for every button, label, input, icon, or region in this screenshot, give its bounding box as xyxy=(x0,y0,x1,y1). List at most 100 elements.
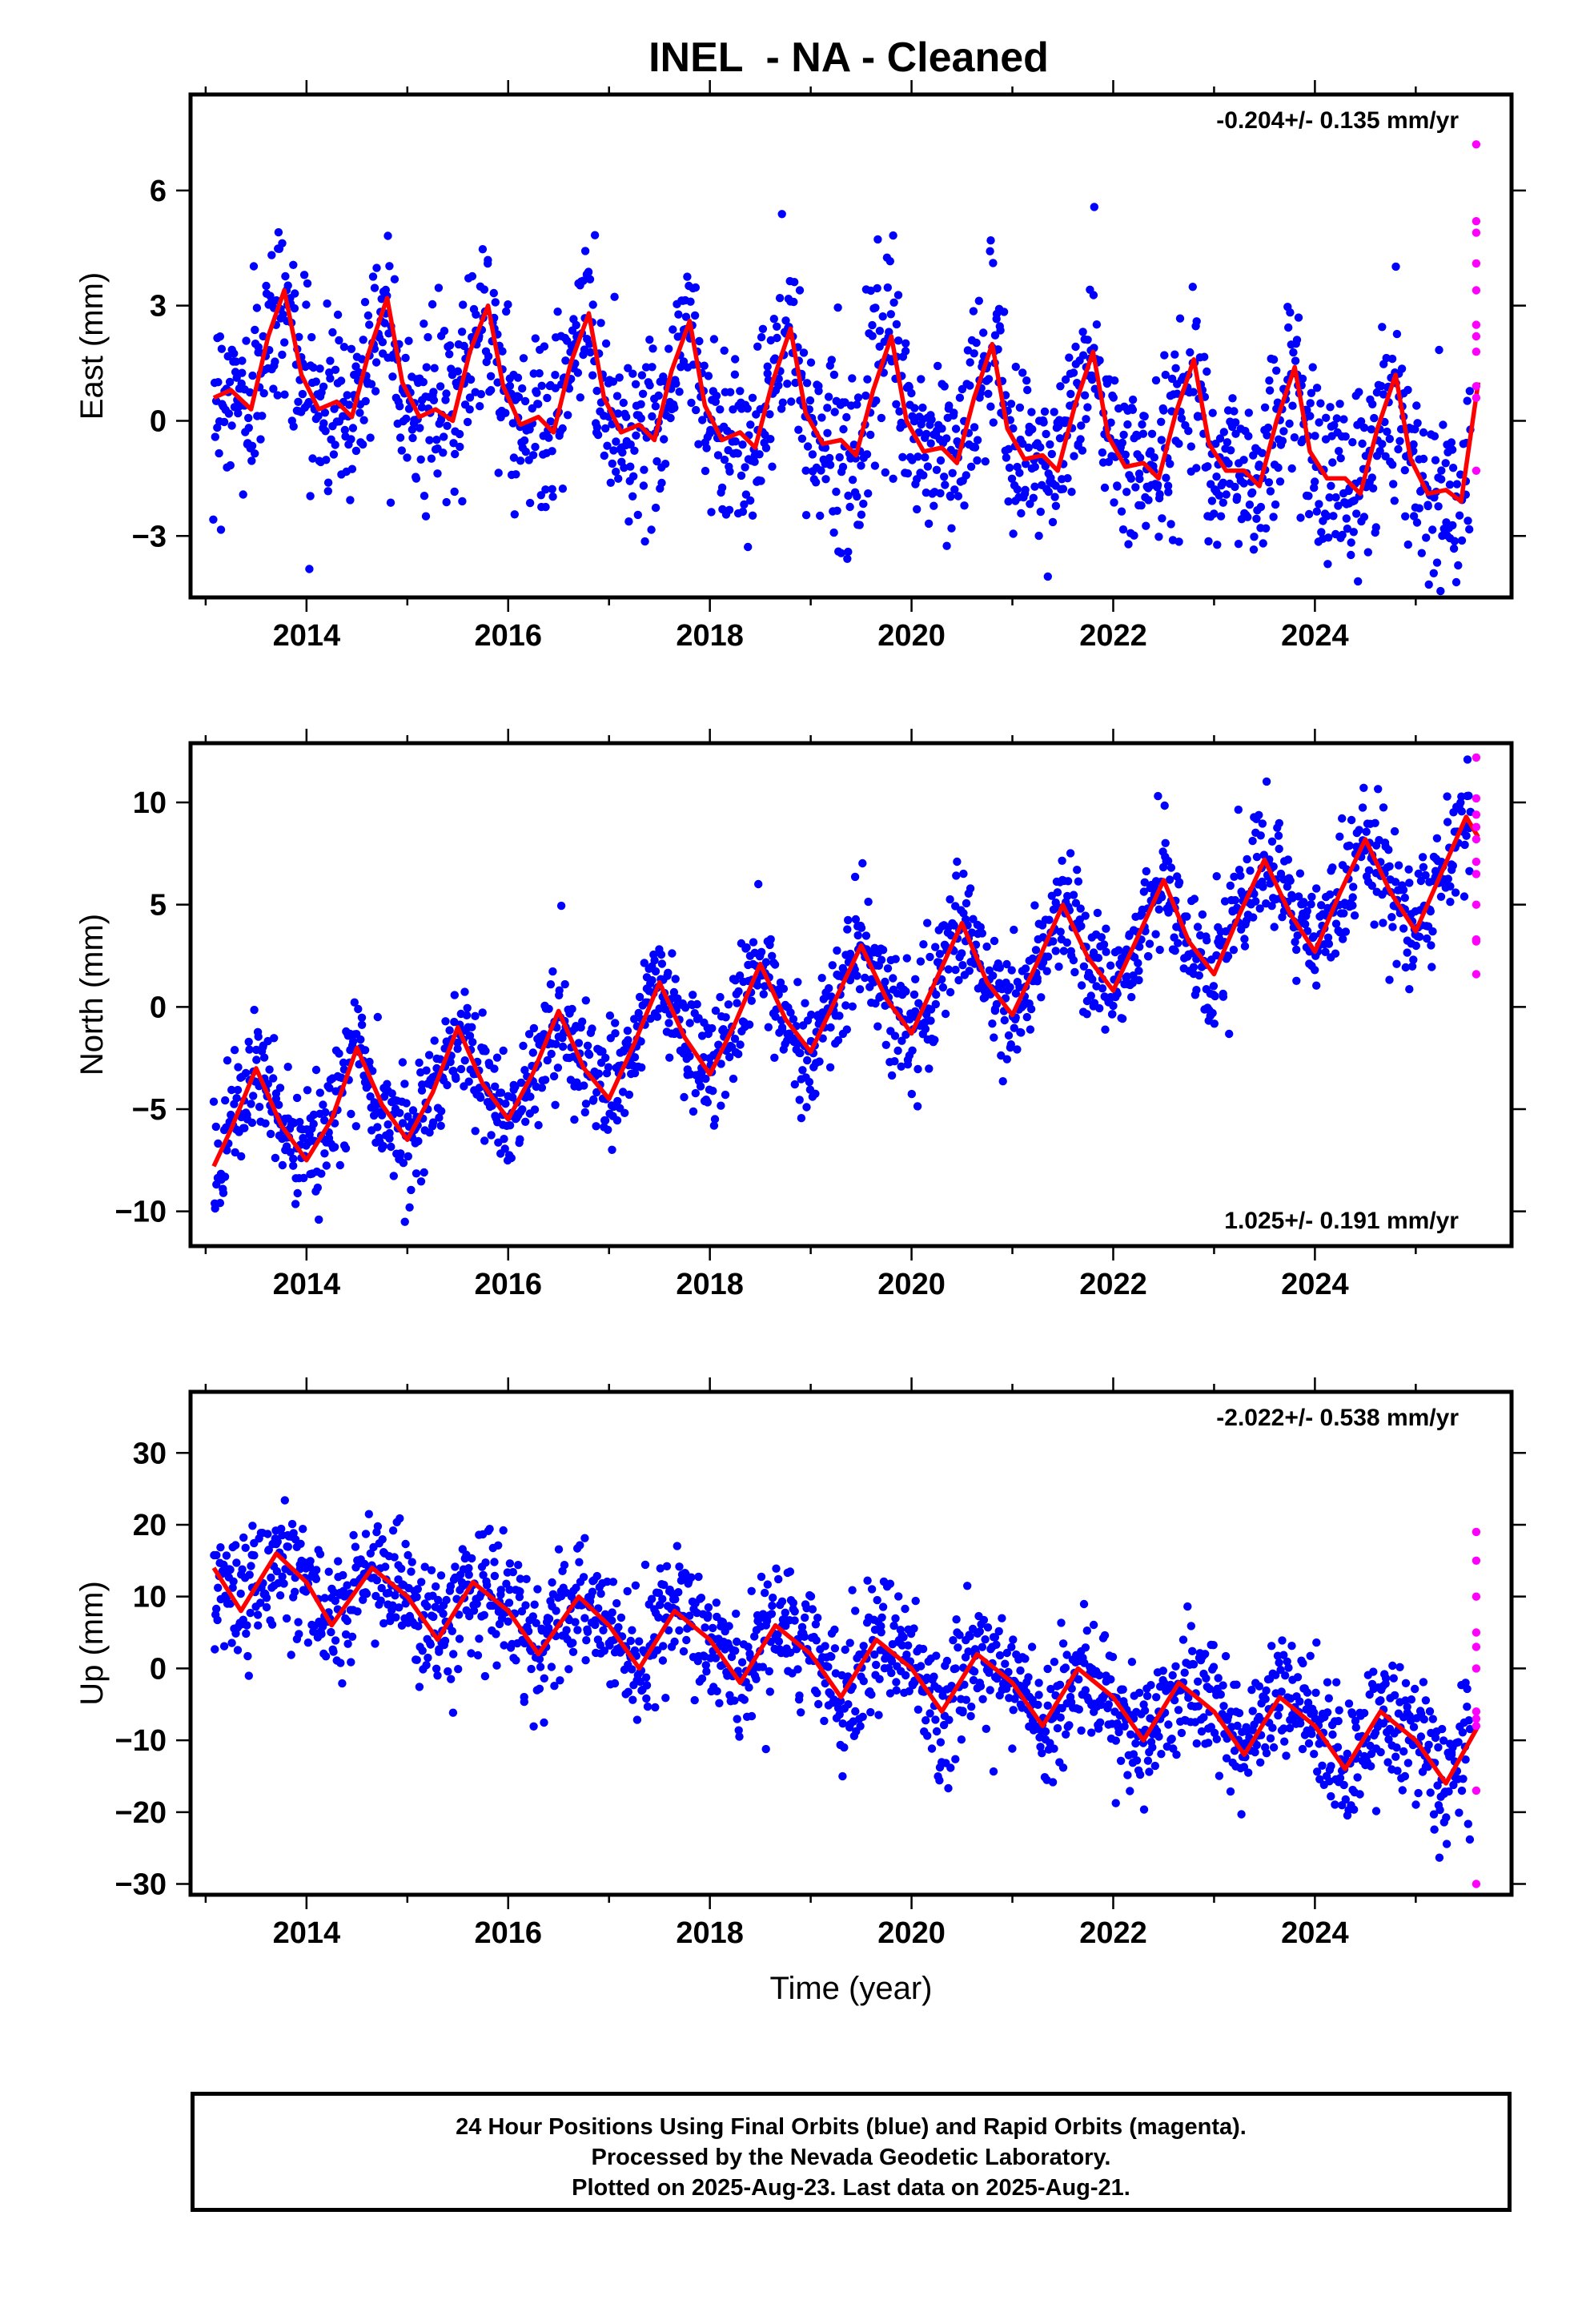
final-orbit-point xyxy=(1100,1630,1110,1640)
final-orbit-point xyxy=(1456,798,1465,807)
final-orbit-point xyxy=(918,1644,928,1654)
final-orbit-point xyxy=(951,1664,960,1673)
final-orbit-point xyxy=(271,357,279,366)
final-orbit-point xyxy=(1083,336,1092,344)
final-orbit-point xyxy=(1324,533,1333,542)
final-orbit-point xyxy=(955,1630,964,1639)
final-orbit-point xyxy=(407,1185,416,1195)
final-orbit-point xyxy=(385,262,394,271)
final-orbit-point xyxy=(1208,408,1217,417)
final-orbit-point xyxy=(580,247,590,255)
final-orbit-point xyxy=(1135,943,1144,951)
rapid-orbit-point xyxy=(1472,259,1481,268)
final-orbit-point xyxy=(500,1144,509,1153)
final-orbit-point xyxy=(299,1525,307,1534)
final-orbit-point xyxy=(408,1106,418,1115)
final-orbit-point xyxy=(480,1136,489,1145)
final-orbit-point xyxy=(377,1583,386,1593)
final-orbit-point xyxy=(251,449,259,458)
x-tick-label: 2024 xyxy=(1281,1268,1349,1301)
final-orbit-point xyxy=(287,1651,295,1659)
final-orbit-point xyxy=(1143,1756,1153,1765)
final-orbit-point xyxy=(1154,905,1163,914)
final-orbit-point xyxy=(611,1029,620,1038)
final-orbit-point xyxy=(373,1123,382,1132)
final-orbit-point xyxy=(1465,387,1475,396)
final-orbit-point xyxy=(665,1053,674,1062)
final-orbit-point xyxy=(580,1081,588,1090)
final-orbit-point xyxy=(1335,447,1343,456)
final-orbit-point xyxy=(801,1613,809,1622)
final-orbit-point xyxy=(1058,856,1066,866)
final-orbit-point xyxy=(1379,390,1388,399)
final-orbit-point xyxy=(1312,507,1322,516)
final-orbit-point xyxy=(555,986,564,995)
final-orbit-point xyxy=(1183,1602,1192,1611)
final-orbit-point xyxy=(1463,396,1472,405)
final-orbit-point xyxy=(1269,513,1278,521)
final-orbit-point xyxy=(322,1161,331,1170)
final-orbit-point xyxy=(1435,345,1443,355)
final-orbit-point xyxy=(666,413,675,423)
final-orbit-point xyxy=(429,1612,438,1622)
final-orbit-point xyxy=(1286,308,1295,317)
final-orbit-point xyxy=(309,1120,318,1128)
final-orbit-point xyxy=(1016,1666,1025,1675)
final-orbit-point xyxy=(609,446,618,455)
final-orbit-point xyxy=(537,381,546,390)
final-orbit-point xyxy=(841,1645,849,1655)
final-orbit-point xyxy=(592,1088,601,1097)
final-orbit-point xyxy=(948,468,957,477)
final-orbit-point xyxy=(521,447,530,456)
final-orbit-point xyxy=(1118,525,1128,534)
final-orbit-point xyxy=(858,1712,867,1721)
final-orbit-point xyxy=(575,1558,584,1566)
final-orbit-point xyxy=(1256,502,1266,512)
final-orbit-point xyxy=(227,1085,236,1095)
final-orbit-point xyxy=(315,1088,324,1097)
final-orbit-point xyxy=(1324,939,1334,948)
final-orbit-point xyxy=(1439,420,1447,429)
final-orbit-point xyxy=(1278,436,1287,445)
final-orbit-point xyxy=(911,975,920,984)
final-orbit-point xyxy=(626,462,635,471)
final-orbit-point xyxy=(348,1037,358,1046)
final-orbit-point xyxy=(845,502,854,512)
final-orbit-point xyxy=(800,1632,809,1641)
final-orbit-point xyxy=(364,1510,373,1518)
final-orbit-point xyxy=(1200,352,1209,361)
final-orbit-point xyxy=(1204,1739,1213,1747)
final-orbit-point xyxy=(511,1082,520,1092)
final-orbit-point xyxy=(317,1169,326,1178)
final-orbit-point xyxy=(842,1025,852,1034)
final-orbit-point xyxy=(519,354,528,363)
final-orbit-point xyxy=(359,440,367,449)
final-orbit-point xyxy=(1219,498,1228,507)
final-orbit-point xyxy=(1198,910,1207,919)
final-orbit-point xyxy=(1186,348,1195,357)
final-orbit-point xyxy=(320,1594,329,1602)
final-orbit-point xyxy=(1231,482,1239,492)
final-orbit-point xyxy=(368,272,378,281)
final-orbit-point xyxy=(518,1105,527,1114)
final-orbit-point xyxy=(280,390,289,399)
y-axis-label: North (mm) xyxy=(74,914,110,1076)
final-orbit-point xyxy=(532,388,541,397)
final-orbit-point xyxy=(216,525,226,534)
x-tick-label: 2016 xyxy=(474,1268,542,1301)
final-orbit-point xyxy=(1327,481,1335,490)
final-orbit-point xyxy=(959,909,968,918)
final-orbit-point xyxy=(1446,882,1455,891)
final-orbit-point xyxy=(215,448,223,458)
final-orbit-point xyxy=(465,1031,475,1040)
final-orbit-point xyxy=(763,369,772,378)
final-orbit-point xyxy=(1146,1681,1155,1690)
final-orbit-point xyxy=(1088,975,1097,984)
final-orbit-point xyxy=(420,492,429,501)
final-orbit-point xyxy=(472,310,480,319)
final-orbit-point xyxy=(1392,959,1401,968)
final-orbit-point xyxy=(1349,528,1359,537)
final-orbit-point xyxy=(995,963,1005,972)
final-orbit-point xyxy=(758,1663,768,1671)
final-orbit-point xyxy=(883,283,893,292)
